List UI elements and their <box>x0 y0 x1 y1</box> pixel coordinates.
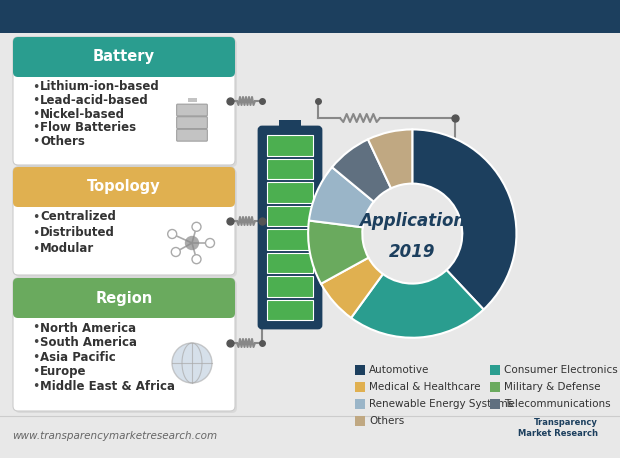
Bar <box>18 283 230 303</box>
Wedge shape <box>332 139 391 202</box>
Bar <box>355 399 365 409</box>
Bar <box>0 0 620 33</box>
Text: Battery: Battery <box>93 49 155 65</box>
Text: Automotive: Automotive <box>369 365 430 375</box>
Circle shape <box>185 236 199 250</box>
Bar <box>267 182 313 202</box>
Wedge shape <box>309 167 374 227</box>
FancyBboxPatch shape <box>13 37 235 77</box>
Circle shape <box>172 343 212 383</box>
Text: Modular: Modular <box>40 242 94 256</box>
Text: •: • <box>32 227 40 240</box>
Bar <box>267 206 313 226</box>
Bar <box>355 365 365 375</box>
Text: Region: Region <box>95 290 153 305</box>
Circle shape <box>192 255 201 264</box>
Wedge shape <box>368 130 412 188</box>
Text: Topology: Topology <box>87 180 161 195</box>
Text: Others: Others <box>369 416 404 426</box>
Text: •: • <box>32 322 40 334</box>
Bar <box>267 300 313 320</box>
Text: Nickel-based: Nickel-based <box>40 108 125 121</box>
Text: Application: Application <box>359 212 466 230</box>
FancyBboxPatch shape <box>177 129 208 141</box>
Bar <box>267 252 313 273</box>
Text: •: • <box>32 380 40 393</box>
Bar <box>267 158 313 179</box>
Bar <box>355 416 365 426</box>
FancyBboxPatch shape <box>15 39 237 167</box>
Circle shape <box>167 229 177 239</box>
Text: Medical & Healthcare: Medical & Healthcare <box>369 382 480 392</box>
Text: www.transparencymarketresearch.com: www.transparencymarketresearch.com <box>12 431 217 441</box>
FancyBboxPatch shape <box>13 278 235 411</box>
Text: Battery Management System Market: Segmentation: Battery Management System Market: Segmen… <box>54 7 566 26</box>
Text: Renewable Energy Systems: Renewable Energy Systems <box>369 399 513 409</box>
Text: •: • <box>32 336 40 349</box>
Text: •: • <box>32 94 40 107</box>
Bar <box>18 42 230 62</box>
Bar <box>267 135 313 156</box>
Text: •: • <box>32 242 40 256</box>
FancyBboxPatch shape <box>15 280 237 413</box>
FancyBboxPatch shape <box>13 167 235 275</box>
Text: •: • <box>32 211 40 224</box>
Text: Asia Pacific: Asia Pacific <box>40 351 116 364</box>
Bar <box>18 172 230 192</box>
FancyBboxPatch shape <box>177 117 208 129</box>
FancyBboxPatch shape <box>13 278 235 318</box>
FancyBboxPatch shape <box>177 104 208 116</box>
Wedge shape <box>351 270 484 338</box>
Text: •: • <box>32 108 40 121</box>
Circle shape <box>192 222 201 231</box>
Bar <box>267 276 313 296</box>
Text: North America: North America <box>40 322 136 334</box>
Text: Lithium-ion-based: Lithium-ion-based <box>40 81 160 93</box>
Text: Lead-acid-based: Lead-acid-based <box>40 94 149 107</box>
Bar <box>355 382 365 392</box>
Circle shape <box>205 239 215 247</box>
Text: Europe: Europe <box>40 365 87 378</box>
Text: Distributed: Distributed <box>40 227 115 240</box>
Bar <box>187 98 197 103</box>
FancyBboxPatch shape <box>13 167 235 207</box>
Text: Flow Batteries: Flow Batteries <box>40 121 136 134</box>
Circle shape <box>171 247 180 256</box>
Text: South America: South America <box>40 336 137 349</box>
Bar <box>490 382 500 392</box>
Text: •: • <box>32 135 40 148</box>
FancyBboxPatch shape <box>13 37 235 165</box>
Text: Transparency
Market Research: Transparency Market Research <box>518 418 598 438</box>
Bar <box>490 399 500 409</box>
Bar <box>490 365 500 375</box>
Text: •: • <box>32 121 40 134</box>
Text: •: • <box>32 351 40 364</box>
Text: Telecommunications: Telecommunications <box>504 399 611 409</box>
Text: Military & Defense: Military & Defense <box>504 382 601 392</box>
Text: Others: Others <box>40 135 85 148</box>
Bar <box>267 229 313 250</box>
Text: Consumer Electronics: Consumer Electronics <box>504 365 618 375</box>
Wedge shape <box>308 220 368 284</box>
Text: Middle East & Africa: Middle East & Africa <box>40 380 175 393</box>
FancyBboxPatch shape <box>15 169 237 277</box>
Text: Centralized: Centralized <box>40 211 116 224</box>
FancyBboxPatch shape <box>259 127 321 328</box>
Bar <box>279 120 301 130</box>
Text: •: • <box>32 365 40 378</box>
Text: •: • <box>32 81 40 93</box>
Text: 2019: 2019 <box>389 243 435 262</box>
Wedge shape <box>321 258 383 318</box>
Wedge shape <box>412 130 516 310</box>
